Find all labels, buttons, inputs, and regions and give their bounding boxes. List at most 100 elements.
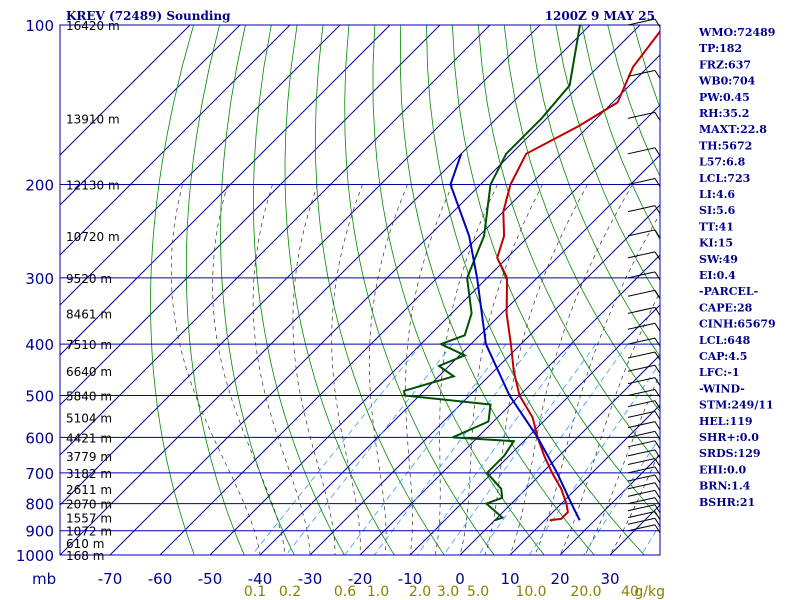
wind-barb-flag <box>654 474 661 484</box>
dry-adiabat-line <box>185 25 245 555</box>
height-label: 6640 m <box>66 365 112 379</box>
pressure-tick-label: 400 <box>25 336 54 354</box>
dry-adiabat-line <box>789 25 800 555</box>
dry-adiabat-line <box>581 25 660 241</box>
wind-barb-flag <box>654 421 661 430</box>
moist-adiabat-line <box>331 184 363 555</box>
wind-barb <box>627 364 656 372</box>
height-label: 5104 m <box>66 411 112 425</box>
moist-adiabat-line <box>170 184 261 555</box>
index-entry: TT:41 <box>699 220 734 233</box>
height-label: 1557 m <box>66 512 112 526</box>
height-label: 13910 m <box>66 112 120 126</box>
wind-barb <box>627 421 656 429</box>
wind-barb <box>627 18 656 26</box>
wind-barb <box>627 69 656 77</box>
wind-barb-flag <box>654 178 661 187</box>
mixing-ratio-label: 40 <box>621 584 639 600</box>
wind-barb-flag <box>654 351 661 361</box>
moist-adiabat-line <box>534 213 660 555</box>
mixing-ratio-line <box>251 343 422 555</box>
wind-barb <box>627 400 656 408</box>
mixing-ratio-label: 10.0 <box>515 584 546 600</box>
dry-adiabat-line <box>426 25 645 555</box>
wind-barb-flag <box>654 205 661 214</box>
isotherm-line <box>409 304 660 555</box>
mixing-ratio-label: 0.1 <box>244 584 266 600</box>
wind-barb-flag <box>654 337 661 347</box>
wind-barb <box>627 229 656 237</box>
index-entry: -PARCEL- <box>699 285 758 298</box>
parcel-line <box>449 153 581 521</box>
wind-barb <box>627 430 656 438</box>
index-entry: STM:249/11 <box>699 399 774 412</box>
wind-barb-flag <box>654 411 661 420</box>
wind-barb <box>627 322 656 330</box>
index-entry: LCL:723 <box>699 172 750 185</box>
index-entry: SW:49 <box>699 253 738 266</box>
temperature-tick-label: 20 <box>550 570 569 588</box>
wind-barb <box>627 489 656 497</box>
height-label: 2070 m <box>66 498 112 512</box>
index-entry: WMO:72489 <box>698 26 775 39</box>
plot-frame <box>59 24 661 556</box>
wind-barb-flag <box>654 504 661 513</box>
wind-barb-flag <box>654 389 661 398</box>
temperature-tick-label: 0 <box>455 570 465 588</box>
isotherm-line <box>60 25 491 456</box>
temperature-tick-label: -30 <box>298 570 323 588</box>
index-entry: TP:182 <box>699 42 742 55</box>
temperature-tick-label: -10 <box>398 570 423 588</box>
temperature-tick-label: -40 <box>248 570 273 588</box>
dry-adiabat-line <box>763 25 800 555</box>
wind-barb <box>627 410 656 418</box>
index-entry: TH:5672 <box>699 139 752 152</box>
dry-adiabat-line <box>220 25 295 555</box>
index-entry: MAXT:22.8 <box>699 123 767 136</box>
wind-barb-flag <box>654 482 661 492</box>
dry-adiabat-line <box>477 25 660 466</box>
mixing-ratio-line <box>416 343 573 555</box>
wind-barb <box>627 511 656 519</box>
wind-barb <box>627 482 656 490</box>
height-label: 168 m <box>66 549 104 563</box>
wind-barb <box>627 517 656 525</box>
mixing-ratio-label: 3.0 <box>437 584 459 600</box>
wind-barb <box>627 474 656 482</box>
dry-adiabat-line <box>555 25 660 300</box>
isotherm-line <box>509 404 660 555</box>
pressure-tick-label: 500 <box>25 387 54 405</box>
dry-adiabat-line <box>252 25 345 555</box>
moist-adiabat-line <box>484 184 588 555</box>
wind-barb-flag <box>654 322 661 332</box>
wind-barb <box>627 271 656 279</box>
index-entry: RH:35.2 <box>699 107 749 120</box>
wind-barb-flag <box>654 112 661 121</box>
height-label: 12130 m <box>66 179 120 193</box>
isotherm-line <box>60 25 441 406</box>
wind-barb <box>627 497 656 505</box>
wind-barb <box>627 377 656 385</box>
temperature-tick-label: -50 <box>198 570 223 588</box>
wind-barb <box>627 337 656 345</box>
height-label: 7510 m <box>66 338 112 352</box>
index-entry: L57:6.8 <box>699 156 746 169</box>
wind-barb <box>627 205 656 213</box>
index-entry: SI:5.6 <box>699 204 736 217</box>
mixing-ratio-label: 2.0 <box>409 584 431 600</box>
temperature-tick-label: 30 <box>600 570 619 588</box>
wind-barb-flag <box>654 147 661 157</box>
index-entry: FRZ:637 <box>699 58 751 71</box>
wind-barb-flag <box>654 400 661 409</box>
isotherm-line <box>60 25 391 356</box>
pressure-tick-label: 700 <box>25 465 54 483</box>
isotherm-line <box>359 254 660 555</box>
moist-adiabat-line <box>609 449 660 555</box>
wind-barb <box>627 504 656 512</box>
pressure-tick-label: 300 <box>25 270 54 288</box>
wind-barb-flag <box>654 524 661 534</box>
isotherm-line <box>159 54 660 555</box>
pressure-tick-label: 1000 <box>16 547 54 565</box>
wind-barb <box>627 449 656 457</box>
height-label: 3182 m <box>66 467 112 481</box>
